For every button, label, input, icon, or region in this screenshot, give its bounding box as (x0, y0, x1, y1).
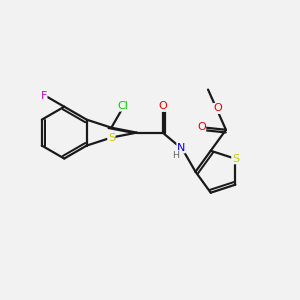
Text: S: S (108, 133, 115, 142)
Text: H: H (172, 151, 180, 160)
Text: F: F (40, 91, 47, 101)
Text: O: O (214, 103, 222, 113)
Text: O: O (197, 122, 206, 132)
Text: O: O (158, 101, 167, 111)
Text: N: N (177, 143, 185, 153)
Text: Cl: Cl (118, 101, 128, 111)
Text: S: S (232, 154, 239, 164)
